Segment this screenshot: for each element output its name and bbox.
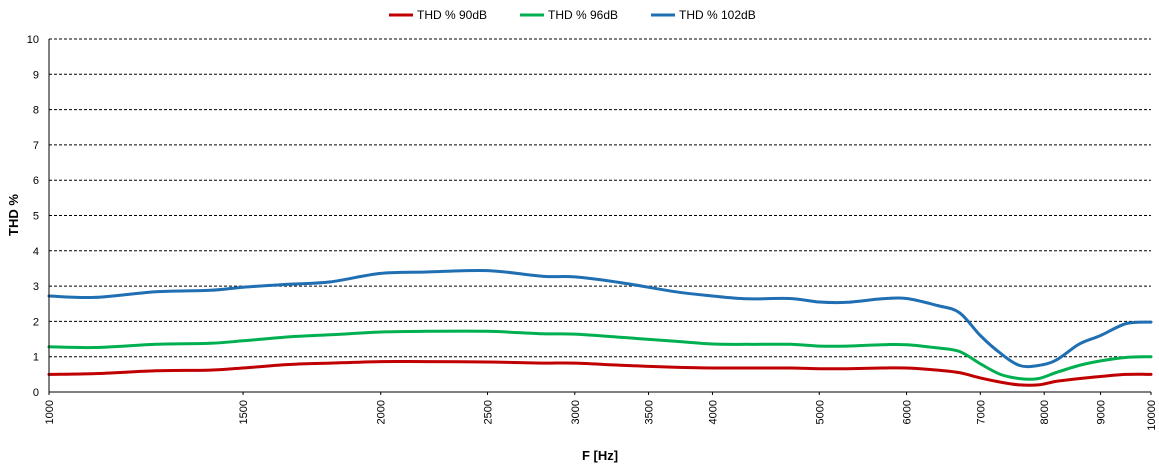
y-tick-label: 5	[33, 211, 39, 223]
x-tick-label: 8000	[1039, 400, 1051, 424]
x-tick-label: 3000	[570, 400, 582, 424]
x-tick-label: 2000	[376, 400, 388, 424]
y-tick-label: 1	[33, 352, 39, 364]
y-tick-label: 8	[33, 105, 39, 117]
legend-label-3: THD % 102dB	[679, 8, 756, 22]
legend-label-2: THD % 96dB	[548, 8, 618, 22]
y-axis-title: THD %	[6, 194, 21, 236]
grid-lines	[49, 38, 1151, 358]
x-tick-label: 1500	[238, 400, 250, 424]
x-tick-label: 9000	[1096, 400, 1108, 424]
y-tick-label: 3	[33, 281, 39, 293]
x-axis-title: F [Hz]	[582, 448, 618, 463]
x-tick-label: 7000	[975, 400, 987, 424]
x-tick-label: 1000	[44, 400, 56, 424]
y-tick-label: 6	[33, 175, 39, 187]
y-tick-label: 9	[33, 69, 39, 81]
series-line-1	[47, 360, 1153, 387]
y-axis-ticks: 0 1 2 3 4 5 6 7 8 9 10	[27, 34, 39, 399]
x-axis-ticks: 1000 1500 2000 2500 3000 3500 4000 5000 6000 7000…	[44, 392, 1158, 431]
series-line-2	[47, 329, 1153, 381]
y-tick-label: 4	[33, 246, 39, 258]
series-lines	[47, 268, 1153, 387]
y-tick-label: 2	[33, 316, 39, 328]
x-tick-label: 6000	[902, 400, 914, 424]
x-tick-label: 4000	[707, 400, 719, 424]
y-tick-label: 7	[33, 140, 39, 152]
chart-legend: THD % 90dB THD % 96dB THD % 102dB	[389, 8, 756, 22]
y-tick-label: 10	[27, 34, 39, 46]
x-tick-label: 3500	[644, 400, 656, 424]
x-tick-label: 5000	[814, 400, 826, 424]
y-tick-label: 0	[33, 387, 39, 399]
series-line-3	[47, 268, 1153, 369]
x-tick-label: 10000	[1146, 400, 1158, 431]
legend-label-1: THD % 90dB	[417, 8, 487, 22]
x-tick-label: 2500	[483, 400, 495, 424]
